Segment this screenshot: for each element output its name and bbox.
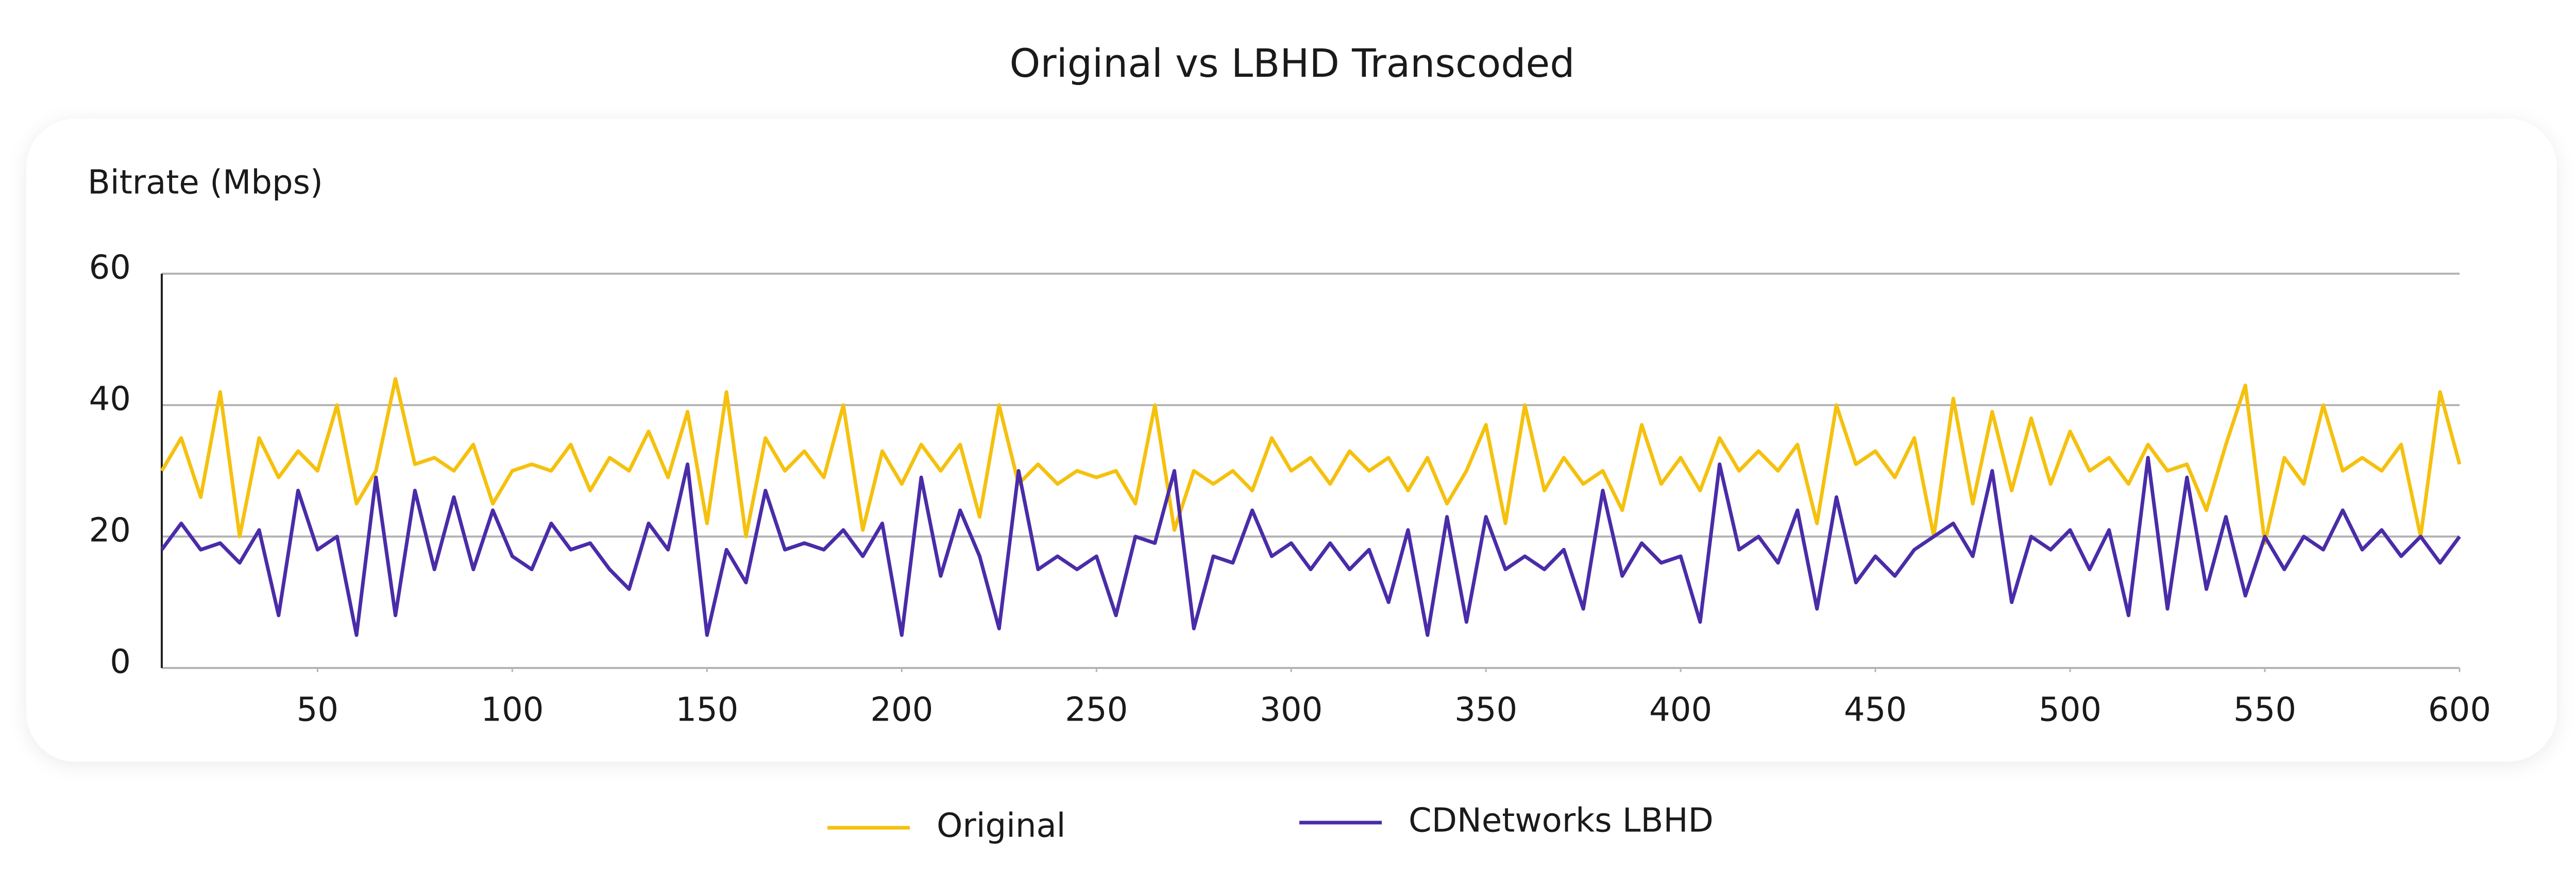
x-tick-label: 450 [1844, 691, 1907, 729]
x-tick-label: 500 [2039, 691, 2102, 729]
legend-label: CDNetworks LBHD [1409, 802, 1714, 840]
x-tick-label: 400 [1649, 691, 1712, 729]
series-line [160, 456, 2461, 637]
x-tick-label: 200 [870, 691, 933, 729]
x-tick-label: 550 [2233, 691, 2296, 729]
x-tick-label: 300 [1260, 691, 1323, 729]
legend-label: Original [937, 807, 1065, 845]
x-tick-label: 350 [1454, 691, 1517, 729]
series-line [160, 377, 2462, 545]
y-tick-label: 0 [110, 643, 131, 681]
x-tick-label: 600 [2428, 691, 2491, 729]
y-tick-label: 20 [89, 512, 131, 550]
x-tick-label: 250 [1065, 691, 1128, 729]
chart-title: Original vs LBHD Transcoded [1010, 40, 1575, 86]
x-tick-label: 50 [297, 691, 338, 729]
x-tick-label: 100 [481, 691, 544, 729]
y-tick-label: 40 [89, 380, 131, 419]
y-tick-label: 60 [89, 249, 131, 287]
y-axis-label: Bitrate (Mbps) [88, 164, 323, 202]
card [26, 119, 2557, 762]
x-tick-label: 150 [675, 691, 738, 729]
